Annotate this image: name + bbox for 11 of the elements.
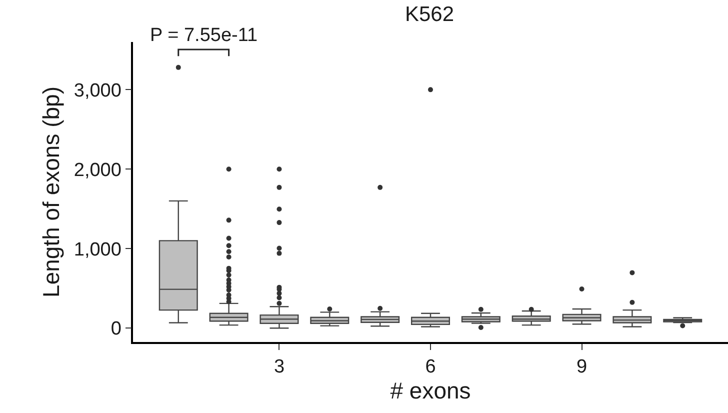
y-tick-label: 2,000 [74, 160, 122, 181]
chart-title: K562 [404, 2, 454, 26]
annotation: P = 7.55e-11 [150, 25, 258, 46]
y-tick-label: 3,000 [74, 80, 122, 102]
x-tick-label: 6 [425, 356, 436, 378]
x-tick-label: 3 [274, 356, 285, 378]
x-axis-title: # exons [390, 378, 471, 404]
y-tick-label: 1,000 [74, 239, 122, 260]
y-axis-title: Length of exons (bp) [38, 86, 64, 298]
y-tick-label: 0 [110, 318, 122, 340]
x-tick-label: 9 [576, 356, 588, 378]
